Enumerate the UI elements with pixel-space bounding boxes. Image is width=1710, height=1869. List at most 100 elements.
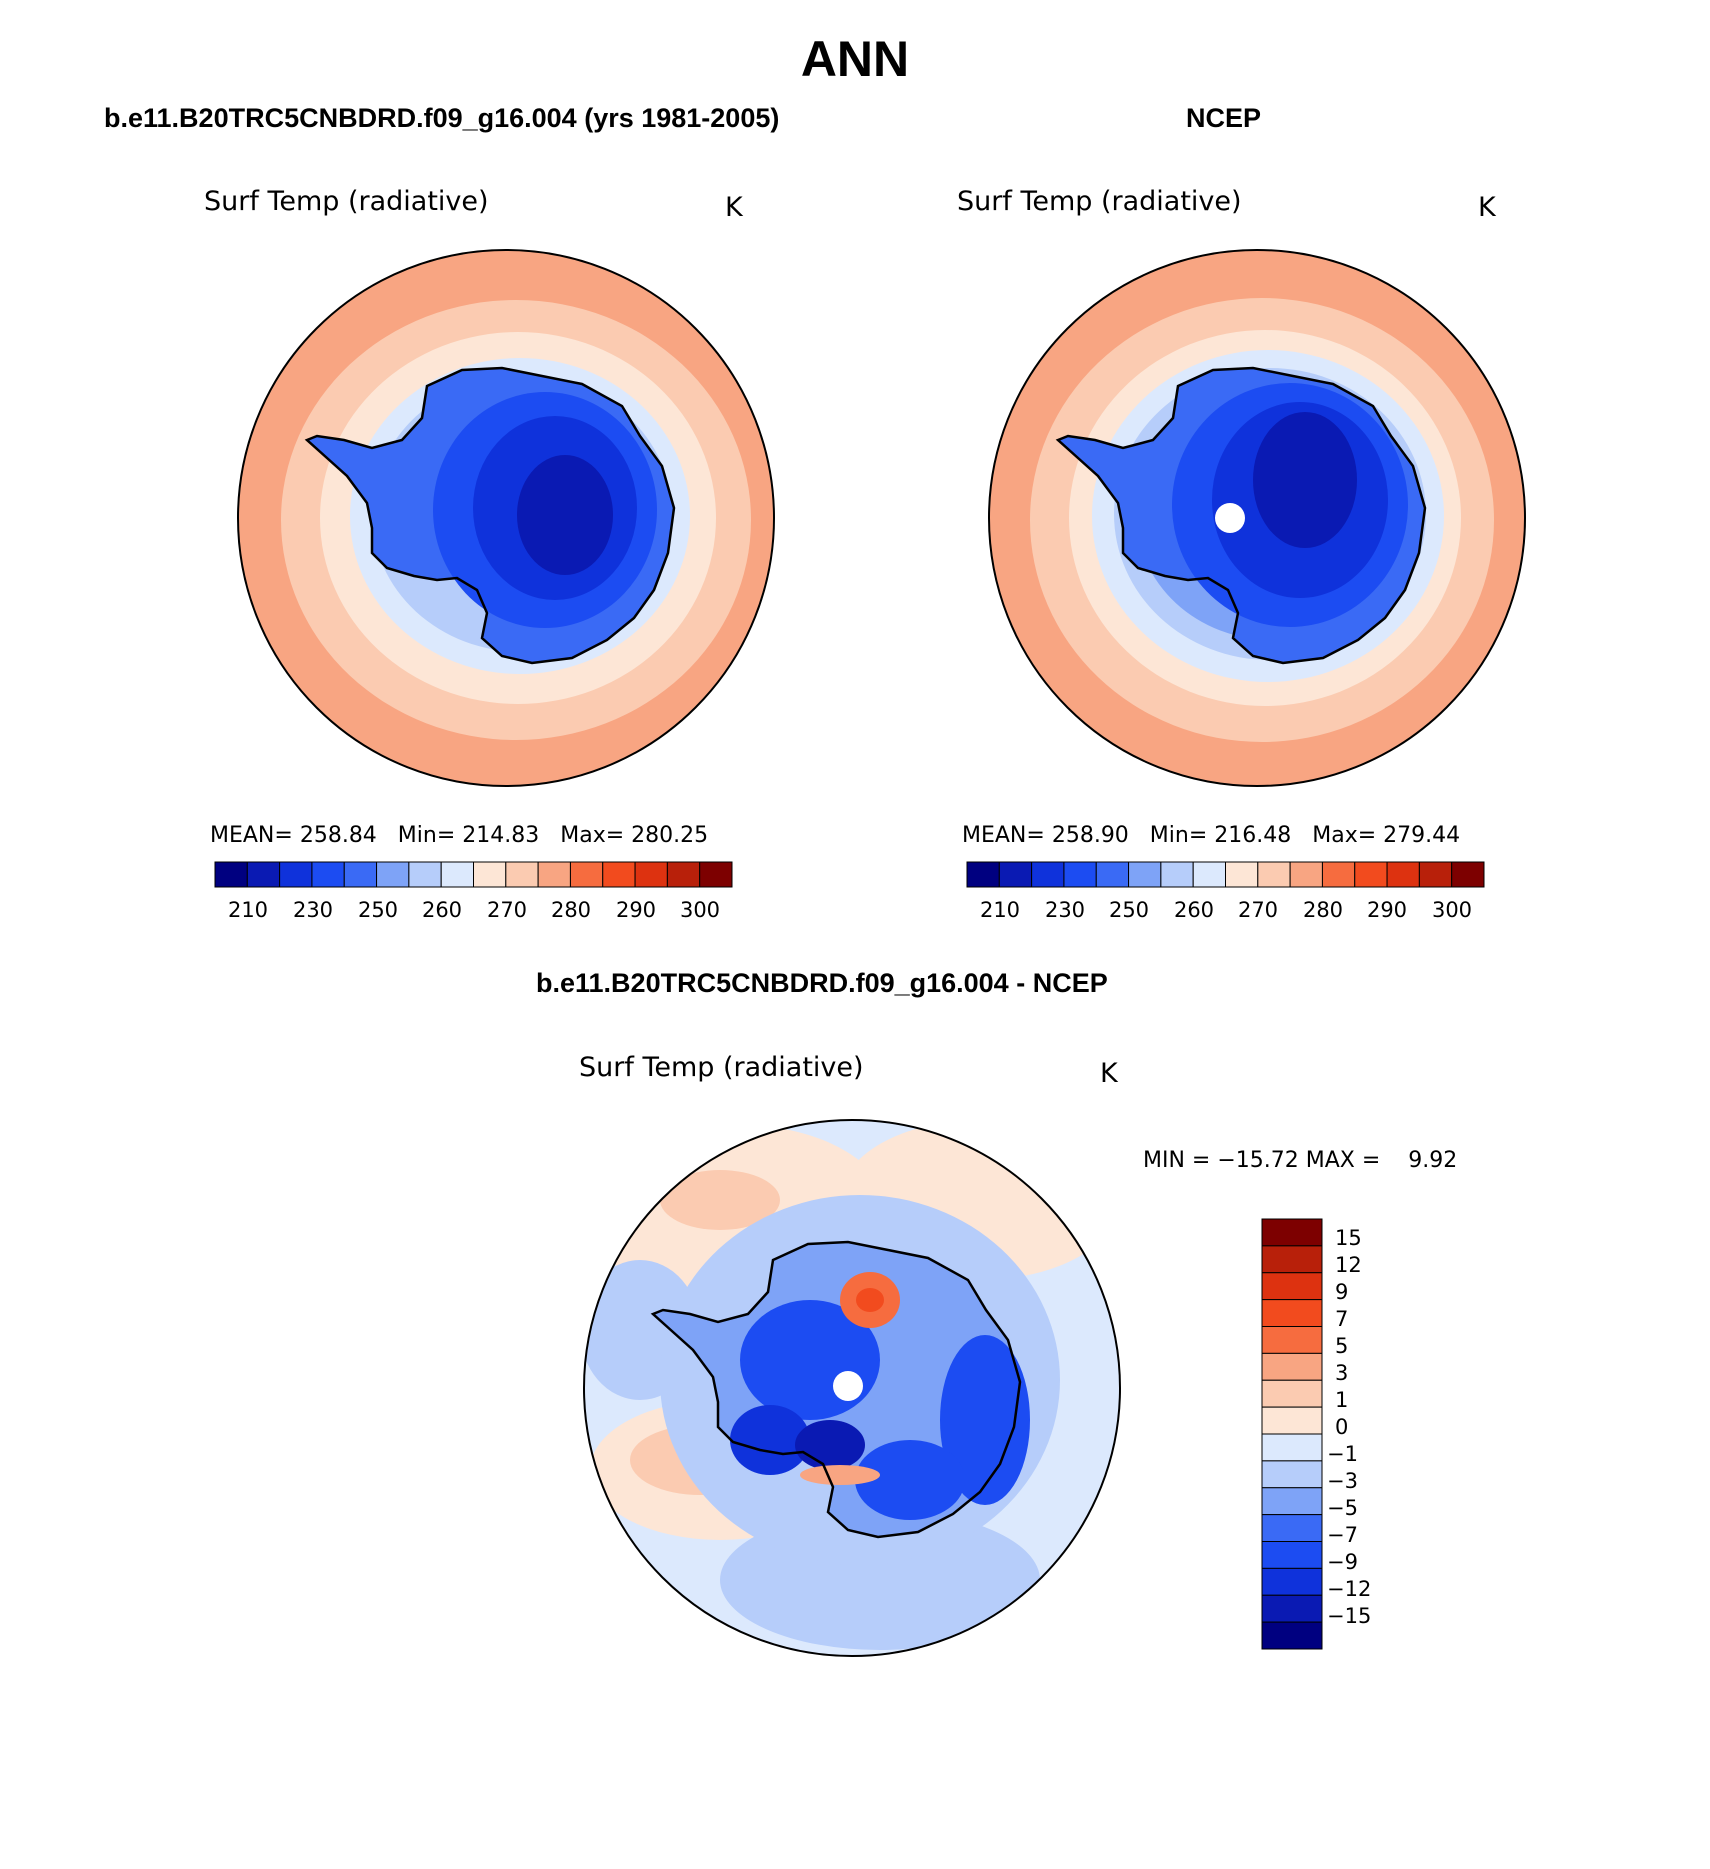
colorbar-3-swatch — [1261, 1541, 1323, 1569]
colorbar-3-tick: 12 — [1335, 1253, 1362, 1277]
panel-2-mean-label: MEAN= — [962, 823, 1045, 848]
colorbar-2-swatch — [1321, 861, 1356, 888]
colorbar-1-swatch — [602, 861, 636, 888]
colorbar-3-swatch — [1261, 1272, 1323, 1301]
colorbar-1-swatch — [311, 861, 345, 888]
difference-title: b.e11.B20TRC5CNBDRD.f09_g16.004 - NCEP — [536, 968, 1108, 998]
colorbar-2-tick: 300 — [1431, 898, 1473, 922]
colorbar-3-swatch — [1261, 1487, 1323, 1516]
panel-2-max-label: Max= — [1312, 823, 1377, 848]
colorbar-3-tick: −1 — [1327, 1442, 1358, 1466]
colorbar-2-tick: 260 — [1173, 898, 1215, 922]
colorbar-1-swatch — [376, 861, 410, 888]
panel-1-max-label: Max= — [560, 823, 625, 848]
colorbar-2-tick: 210 — [979, 898, 1021, 922]
colorbar-1-tick: 300 — [679, 898, 721, 922]
panel-2-units-label: K — [1478, 192, 1496, 223]
colorbar-1-tick: 260 — [421, 898, 463, 922]
difference-map — [584, 1120, 1120, 1656]
panel-2-case-title: NCEP — [1186, 103, 1262, 133]
colorbar-3-tick: 9 — [1335, 1280, 1349, 1304]
colorbar-2-swatch — [1192, 861, 1226, 888]
colorbar-3-swatch — [1261, 1379, 1323, 1408]
colorbar-3-swatch — [1261, 1514, 1323, 1542]
difference-units-label: K — [1100, 1058, 1118, 1089]
colorbar-3-tick: −9 — [1327, 1550, 1358, 1574]
colorbar-3-tick: 3 — [1335, 1361, 1349, 1385]
colorbar-3-tick: 5 — [1335, 1334, 1349, 1358]
colorbar-3-tick: 0 — [1335, 1415, 1349, 1439]
colorbar-1-swatch — [214, 861, 248, 888]
colorbar-3-swatch — [1261, 1218, 1323, 1247]
colorbar-3-swatch — [1261, 1433, 1323, 1462]
colorbar-2-tick: 270 — [1237, 898, 1279, 922]
colorbar-2-swatch — [998, 861, 1033, 888]
colorbar-1-swatch — [569, 861, 604, 888]
panel-1-mean-value: 258.84 — [299, 823, 377, 848]
colorbar-2-swatch — [1354, 861, 1388, 888]
panel-1-stats: MEAN= 258.84 Min= 214.83 Max= 280.25 — [210, 823, 708, 848]
panel-2-stats: MEAN= 258.90 Min= 216.48 Max= 279.44 — [962, 823, 1460, 848]
panel-1-case-title: b.e11.B20TRC5CNBDRD.f09_g16.004 (yrs 198… — [104, 103, 780, 133]
colorbar-1-tick: 230 — [292, 898, 334, 922]
colorbar-1-tick: 280 — [550, 898, 592, 922]
panel-1-max-value: 280.25 — [631, 823, 709, 848]
colorbar-2-swatch — [1031, 861, 1065, 888]
colorbar-1-swatch — [343, 861, 378, 888]
difference-map-border — [583, 1119, 1121, 1657]
panel-1-map — [238, 250, 774, 786]
panel-1-map-border — [237, 249, 775, 787]
colorbar-3-tick: −5 — [1327, 1496, 1358, 1520]
panel-1-min-value: 214.83 — [462, 823, 540, 848]
colorbar-3-tick: −15 — [1327, 1604, 1372, 1628]
panel-2-min-label: Min= — [1149, 823, 1208, 848]
panel-2-map-border — [988, 249, 1526, 787]
colorbar-3-tick: 1 — [1335, 1388, 1349, 1412]
colorbar-1 — [214, 861, 733, 888]
colorbar-3-tick: −3 — [1327, 1469, 1358, 1493]
colorbar-1-swatch — [537, 861, 571, 888]
colorbar-1-swatch — [634, 861, 668, 888]
colorbar-1-swatch — [408, 861, 442, 888]
colorbar-2-swatch — [1451, 861, 1485, 888]
colorbar-1-ticks: 210 230 250 260 270 280 290 300 210 230 … — [0, 898, 1710, 928]
colorbar-2-swatch — [1418, 861, 1453, 888]
panel-2-mean-value: 258.90 — [1051, 823, 1129, 848]
colorbar-1-tick: 210 — [227, 898, 269, 922]
colorbar-2-tick: 280 — [1302, 898, 1344, 922]
colorbar-2-swatch — [1257, 861, 1291, 888]
colorbar-1-swatch — [666, 861, 701, 888]
colorbar-3-swatch — [1261, 1621, 1323, 1650]
colorbar-3-swatch — [1261, 1352, 1323, 1381]
colorbar-2 — [966, 861, 1485, 888]
colorbar-2-swatch — [1063, 861, 1097, 888]
colorbar-3-swatch — [1261, 1567, 1323, 1596]
panel-1-min-label: Min= — [397, 823, 456, 848]
colorbar-2-swatch — [966, 861, 1000, 888]
colorbar-3-swatch — [1261, 1594, 1323, 1623]
colorbar-3-tick: 15 — [1335, 1226, 1362, 1250]
colorbar-2-swatch — [1386, 861, 1420, 888]
difference-variable-label: Surf Temp (radiative) — [579, 1052, 864, 1083]
colorbar-3-tick: 7 — [1335, 1307, 1349, 1331]
colorbar-3-swatch — [1261, 1326, 1323, 1354]
colorbar-2-swatch — [1160, 861, 1194, 888]
colorbar-1-swatch — [699, 861, 733, 888]
colorbar-3-swatch — [1261, 1460, 1323, 1489]
colorbar-3-ticks: 15 12 9 7 5 3 1 0 −1 −3 −5 −7 −9 −12 −15 — [1327, 1226, 1455, 1646]
colorbar-2-swatch — [1128, 861, 1162, 888]
colorbar-1-swatch — [505, 861, 539, 888]
panel-1-mean-label: MEAN= — [210, 823, 293, 848]
colorbar-2-swatch — [1095, 861, 1130, 888]
colorbar-3 — [1261, 1218, 1323, 1650]
panel-2-map — [989, 250, 1525, 786]
colorbar-2-swatch — [1225, 861, 1259, 888]
colorbar-1-swatch — [246, 861, 281, 888]
figure-title: ANN — [800, 31, 910, 87]
difference-range-text: MIN = −15.72 MAX = 9.92 — [1143, 1148, 1458, 1173]
colorbar-3-swatch — [1261, 1299, 1323, 1327]
colorbar-3-swatch — [1261, 1245, 1323, 1274]
colorbar-2-tick: 290 — [1366, 898, 1408, 922]
panel-1-variable-label: Surf Temp (radiative) — [204, 186, 489, 217]
